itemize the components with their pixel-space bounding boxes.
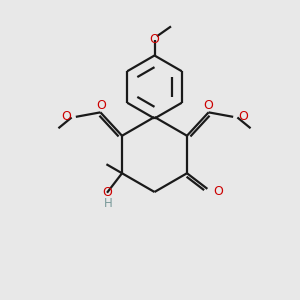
Text: H: H xyxy=(104,197,113,210)
Text: O: O xyxy=(61,110,71,123)
Text: O: O xyxy=(213,185,223,198)
Text: O: O xyxy=(102,186,112,199)
Text: O: O xyxy=(203,99,213,112)
Text: O: O xyxy=(150,33,159,46)
Text: O: O xyxy=(96,99,106,112)
Text: O: O xyxy=(238,110,248,123)
